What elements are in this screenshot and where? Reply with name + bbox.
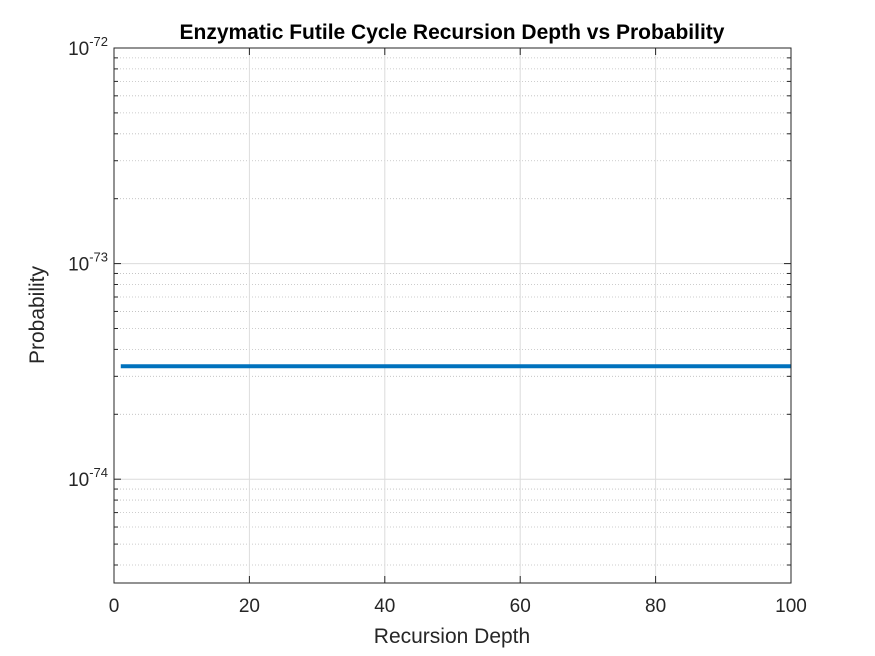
x-tick-label: 0 (109, 596, 120, 617)
tick-label-layer: 10-74 10-73 10-72 0 20 40 60 80 100 (68, 34, 807, 617)
plot-frame (113, 47, 792, 584)
x-tick-label: 40 (374, 596, 395, 617)
y-tick-label: 10-74 (68, 465, 108, 491)
x-tick-label: 80 (645, 596, 666, 617)
tick-layer (113, 47, 792, 583)
x-axis-label: Recursion Depth (374, 625, 530, 648)
chart-title: Enzymatic Futile Cycle Recursion Depth v… (180, 21, 725, 44)
y-tick-label: 10-73 (68, 250, 108, 276)
x-tick-label: 100 (775, 596, 807, 617)
y-tick-label: 10-72 (68, 34, 108, 60)
plot-area (114, 48, 791, 583)
x-tick-label: 20 (239, 596, 260, 617)
x-tick-label: 60 (510, 596, 531, 617)
y-axis-label: Probability (26, 265, 49, 364)
